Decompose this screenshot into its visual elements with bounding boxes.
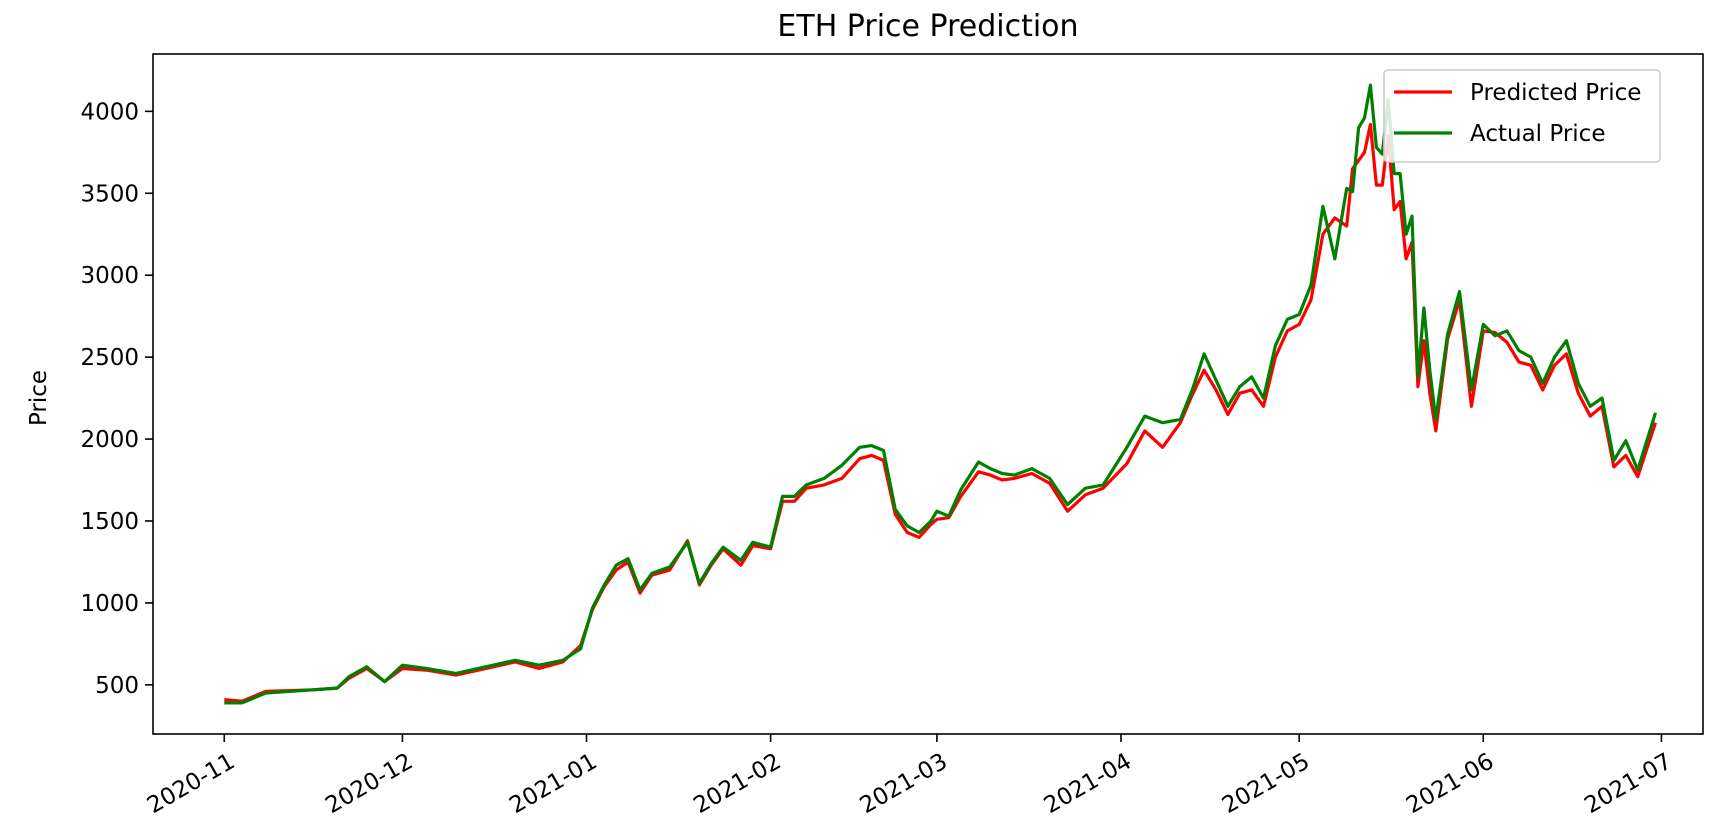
y-axis: 500 1000 1500 2000 2500 3000 3500 4000 bbox=[80, 99, 153, 699]
x-tick-label: 2020-12 bbox=[321, 749, 417, 820]
y-tick-label: 4000 bbox=[80, 99, 139, 125]
series-layer bbox=[224, 83, 1658, 705]
legend-box bbox=[1383, 69, 1661, 163]
y-tick-label: 2000 bbox=[80, 427, 139, 453]
y-axis-label: Price bbox=[26, 370, 52, 426]
x-tick-label: 2021-06 bbox=[1402, 749, 1498, 820]
x-tick-label: 2021-05 bbox=[1218, 749, 1314, 820]
y-tick-label: 1500 bbox=[80, 509, 139, 535]
y-tick-label: 3000 bbox=[80, 263, 139, 289]
y-tick-label: 500 bbox=[95, 673, 139, 699]
legend-label: Actual Price bbox=[1470, 121, 1605, 147]
x-tick-label: 2021-01 bbox=[505, 749, 601, 820]
legend: Predicted Price Actual Price bbox=[1383, 69, 1661, 163]
x-tick-label: 2020-11 bbox=[143, 749, 239, 820]
y-tick-label: 3500 bbox=[80, 181, 139, 207]
x-tick-label: 2021-02 bbox=[689, 749, 785, 820]
plot-area bbox=[152, 53, 1704, 735]
x-axis: 2020-11 2020-12 2021-01 2021-02 2021-03 2021-… bbox=[143, 734, 1676, 819]
chart-title: ETH Price Prediction bbox=[777, 9, 1078, 44]
y-tick-label: 1000 bbox=[80, 591, 139, 617]
legend-label: Predicted Price bbox=[1470, 80, 1641, 106]
x-tick-label: 2021-07 bbox=[1580, 749, 1676, 820]
plot-frame bbox=[152, 53, 1704, 735]
x-tick-label: 2021-04 bbox=[1040, 749, 1136, 820]
series-line-2 bbox=[224, 83, 1658, 705]
x-tick-label: 2021-03 bbox=[856, 749, 952, 820]
series-line-1 bbox=[224, 122, 1658, 703]
y-tick-label: 2500 bbox=[80, 345, 139, 371]
